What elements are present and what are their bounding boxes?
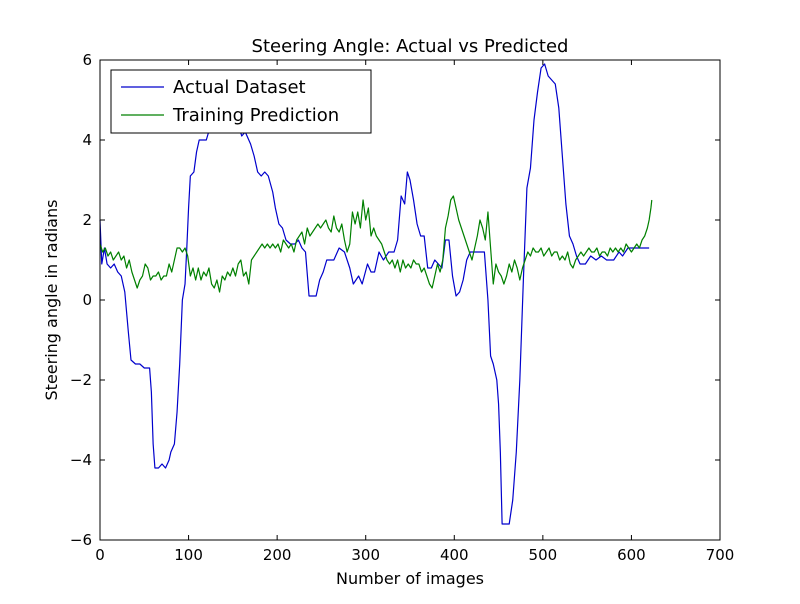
y-tick-label: 2 <box>82 211 92 229</box>
x-tick-label: 300 <box>351 546 380 564</box>
x-tick-label: 700 <box>706 546 735 564</box>
legend: Actual Dataset Training Prediction <box>110 69 372 134</box>
x-tick-label: 400 <box>440 546 469 564</box>
y-tick-label: 4 <box>82 131 92 149</box>
x-tick-label: 500 <box>529 546 558 564</box>
x-tick-label: 0 <box>95 546 105 564</box>
y-tick-label: −6 <box>70 531 92 549</box>
legend-label-actual: Actual Dataset <box>173 77 306 98</box>
chart-title: Steering Angle: Actual vs Predicted <box>252 36 569 57</box>
x-tick-label: 600 <box>617 546 646 564</box>
tick-layer: 0 100 200 300 400 500 600 700 −6 −4 −2 0 2 4 6 <box>70 51 734 564</box>
y-axis-label: Steering angle in radians <box>42 200 61 401</box>
y-tick-label: −2 <box>70 371 92 389</box>
legend-box <box>110 69 372 134</box>
x-axis-label: Number of images <box>336 569 484 588</box>
x-tick-label: 100 <box>174 546 203 564</box>
x-tick-label: 200 <box>263 546 292 564</box>
y-tick-label: 6 <box>82 51 92 69</box>
legend-label-prediction: Training Prediction <box>172 105 339 126</box>
series-line-training-prediction <box>99 195 653 293</box>
y-tick-label: 0 <box>82 291 92 309</box>
series-layer <box>99 63 653 525</box>
series-line-actual-dataset <box>99 63 650 525</box>
y-tick-label: −4 <box>70 451 92 469</box>
